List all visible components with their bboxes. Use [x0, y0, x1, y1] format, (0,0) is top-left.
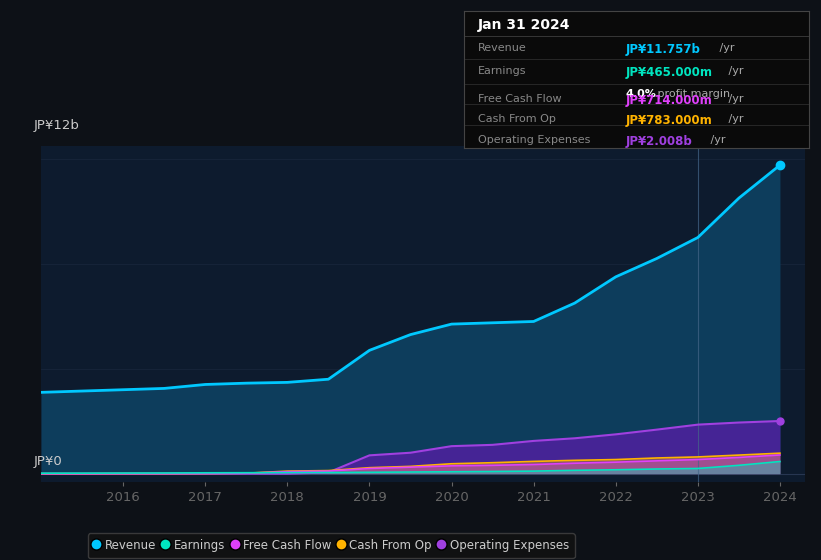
Text: /yr: /yr: [707, 135, 725, 144]
Text: JP¥783.000m: JP¥783.000m: [626, 114, 713, 127]
Text: JP¥12b: JP¥12b: [34, 119, 80, 132]
Text: /yr: /yr: [725, 94, 743, 104]
Text: /yr: /yr: [725, 66, 743, 76]
Text: Operating Expenses: Operating Expenses: [478, 135, 590, 144]
Legend: Revenue, Earnings, Free Cash Flow, Cash From Op, Operating Expenses: Revenue, Earnings, Free Cash Flow, Cash …: [88, 533, 575, 558]
Text: JP¥2.008b: JP¥2.008b: [626, 135, 693, 148]
Text: /yr: /yr: [725, 114, 743, 124]
Text: JP¥465.000m: JP¥465.000m: [626, 66, 713, 79]
Text: Free Cash Flow: Free Cash Flow: [478, 94, 562, 104]
Text: JP¥11.757b: JP¥11.757b: [626, 43, 701, 56]
Text: Revenue: Revenue: [478, 43, 526, 53]
Text: Cash From Op: Cash From Op: [478, 114, 556, 124]
Text: 4.0%: 4.0%: [626, 90, 657, 100]
Text: JP¥0: JP¥0: [34, 455, 62, 468]
Text: JP¥714.000m: JP¥714.000m: [626, 94, 713, 106]
Text: Earnings: Earnings: [478, 66, 526, 76]
Text: /yr: /yr: [716, 43, 734, 53]
Text: profit margin: profit margin: [654, 90, 730, 100]
Text: Jan 31 2024: Jan 31 2024: [478, 18, 570, 32]
